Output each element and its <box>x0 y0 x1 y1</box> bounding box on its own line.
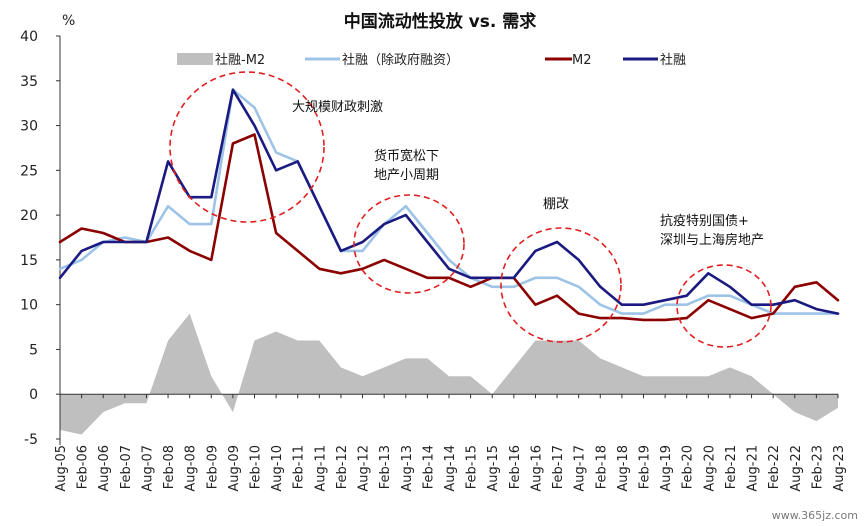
legend-label-area: 社融-M2 <box>215 52 265 68</box>
annotations: 大规模财政刺激 货币宽松下 地产小周期 棚改 抗疫特别国债+ 深圳与上海房地产 <box>169 71 772 348</box>
x-tick-label: Aug-17 <box>573 445 588 492</box>
annotation-circle-stimulus <box>169 71 325 223</box>
series-line-tsf <box>58 88 840 315</box>
y-tick-label: 5 <box>29 342 38 358</box>
x-tick-label: Feb-15 <box>465 445 480 489</box>
annotation-circle-covid <box>676 264 772 348</box>
y-tick-label: -5 <box>24 432 38 448</box>
x-tick-label: Feb-07 <box>119 445 134 489</box>
x-tick-label: Aug-12 <box>357 445 372 492</box>
legend: 社融-M2 社融（除政府融资） M2 社融 <box>177 52 686 68</box>
x-tick-label: Feb-14 <box>421 445 436 489</box>
x-tick-label: Aug-08 <box>184 445 199 492</box>
x-tick-label: Feb-20 <box>681 445 696 489</box>
x-tick-label: Aug-23 <box>832 445 847 492</box>
chart-title: 中国流动性投放 vs. 需求 <box>344 11 537 32</box>
annotation-easing: 货币宽松下 地产小周期 <box>374 148 443 183</box>
x-tick-label: Aug-16 <box>529 445 544 492</box>
x-tick-label: Feb-09 <box>205 445 220 489</box>
x-tick-label: Aug-20 <box>702 445 717 492</box>
y-axis-unit: % <box>62 13 75 29</box>
legend-swatch-area <box>177 53 213 65</box>
x-tick-label: Aug-21 <box>746 445 761 492</box>
y-tick-label: 40 <box>20 29 38 45</box>
plot-area: -5 0 5 10 15 20 25 30 35 40 Aug-05 Feb-06 Aug-06 Feb-… <box>20 29 847 492</box>
series-line-tsf-ex-gov <box>58 88 840 315</box>
x-tick-label: Feb-23 <box>810 445 825 489</box>
x-tick-label: Feb-12 <box>335 445 350 489</box>
y-tick-label: 0 <box>29 387 38 403</box>
y-tick-label: 20 <box>20 208 38 224</box>
x-tick-label: Feb-13 <box>378 445 393 489</box>
x-tick-label: Feb-08 <box>162 445 177 489</box>
x-tick-label: Aug-22 <box>789 445 804 492</box>
annotation-stimulus: 大规模财政刺激 <box>292 100 383 115</box>
x-tick-label: Aug-15 <box>486 445 501 492</box>
x-tick-label: Feb-11 <box>292 445 307 489</box>
y-tick-label: 35 <box>20 74 38 90</box>
x-tick-label: Feb-19 <box>638 445 653 489</box>
x-tick-label: Aug-06 <box>97 445 112 492</box>
x-tick-label: Aug-09 <box>227 445 242 492</box>
x-tick-label: Aug-18 <box>616 445 631 492</box>
x-tick-label: Feb-16 <box>508 445 523 489</box>
series-line-m2 <box>58 133 840 322</box>
y-tick-label: 30 <box>20 119 38 135</box>
x-tick-label: Aug-07 <box>140 445 155 492</box>
y-tick-label: 25 <box>20 163 38 179</box>
x-tick-label: Aug-14 <box>443 445 458 492</box>
x-tick-label: Aug-19 <box>659 445 674 492</box>
legend-label-ex-gov: 社融（除政府融资） <box>342 52 459 68</box>
y-tick-label: 10 <box>20 298 38 314</box>
x-tick-label: Aug-05 <box>54 445 69 492</box>
x-tick-label: Feb-21 <box>724 445 739 489</box>
x-tick-label: Aug-10 <box>270 445 285 492</box>
annotation-circle-easing <box>353 194 465 294</box>
annotation-shantytown: 棚改 <box>543 197 569 212</box>
x-tick-label: Aug-11 <box>313 445 328 492</box>
annotation-circle-shantytown <box>500 227 622 343</box>
x-tick-label: Feb-18 <box>594 445 609 489</box>
x-tick-label: Feb-06 <box>76 445 91 489</box>
watermark: www.365jz.com <box>771 509 858 522</box>
x-tick-label: Aug-13 <box>400 445 415 492</box>
series-area-tsf-minus-m2 <box>60 313 838 435</box>
x-tick-label: Feb-10 <box>249 445 264 489</box>
y-tick-label: 15 <box>20 253 38 269</box>
x-tick-label: Feb-22 <box>767 445 782 489</box>
x-tick-label: Feb-17 <box>551 445 566 489</box>
legend-label-tsf: 社融 <box>660 52 686 68</box>
legend-label-m2: M2 <box>572 53 592 68</box>
annotation-covid: 抗疫特别国债+ 深圳与上海房地产 <box>660 213 764 248</box>
